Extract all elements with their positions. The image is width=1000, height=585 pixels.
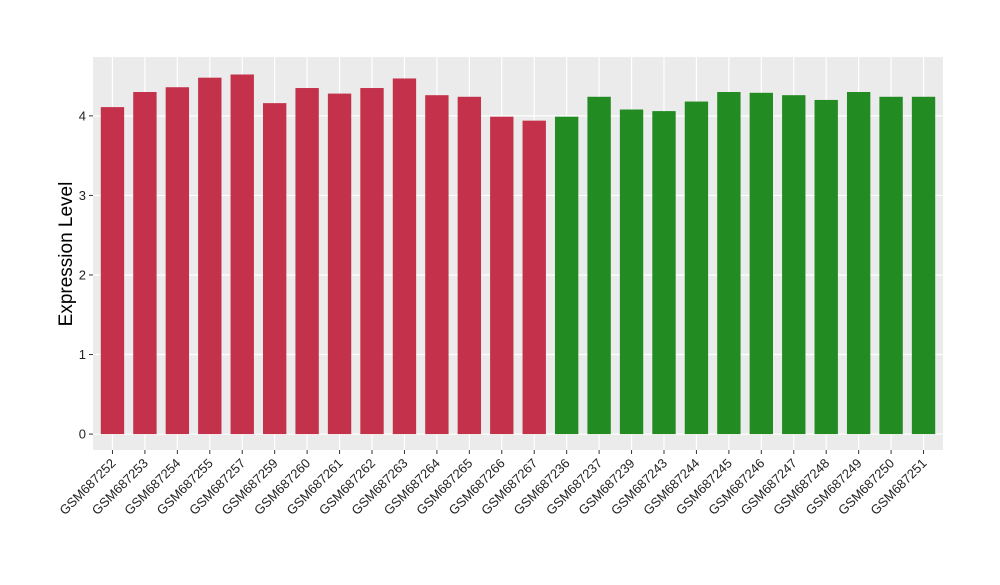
bar	[814, 99, 838, 435]
y-tick-label: 0	[79, 427, 86, 442]
bar	[230, 74, 254, 435]
bar	[749, 92, 773, 435]
y-axis-title: Expression Level	[56, 182, 77, 327]
bar	[717, 92, 741, 435]
bar	[198, 77, 222, 435]
y-tick-label: 2	[79, 267, 86, 282]
bar	[133, 92, 157, 435]
bar	[295, 88, 319, 435]
bar	[490, 116, 514, 435]
bar	[879, 96, 903, 435]
y-tick-label: 3	[79, 188, 86, 203]
bar	[587, 96, 611, 435]
bar	[846, 92, 871, 435]
bar	[392, 78, 417, 435]
bar	[165, 87, 190, 435]
bar	[327, 93, 352, 435]
bar	[911, 96, 936, 435]
bar	[554, 116, 579, 435]
bar	[522, 120, 546, 435]
y-tick-label: 1	[79, 347, 86, 362]
bar	[782, 95, 806, 435]
bar	[100, 107, 125, 435]
bar	[619, 109, 644, 435]
bar	[360, 88, 384, 435]
bar	[652, 111, 676, 435]
bar	[684, 101, 709, 435]
bar	[457, 96, 482, 435]
bar	[263, 103, 287, 435]
y-tick-label: 4	[79, 108, 86, 123]
bar	[425, 95, 449, 435]
